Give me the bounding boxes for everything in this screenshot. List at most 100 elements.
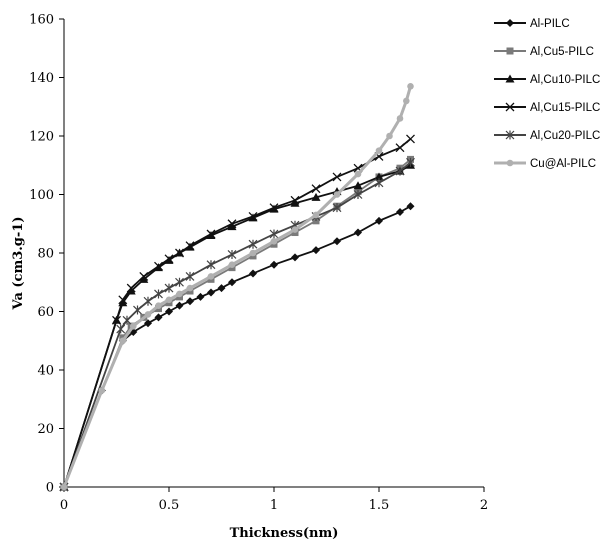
data-point-marker — [249, 249, 257, 257]
data-point-marker — [165, 296, 173, 304]
y-tick-label: 80 — [37, 247, 54, 262]
data-point-marker — [126, 283, 136, 293]
data-point-marker — [406, 202, 415, 211]
data-point-marker — [375, 147, 383, 154]
data-point-marker — [207, 288, 215, 297]
legend-item: Al,Cu15-PILC — [494, 102, 600, 114]
data-point-marker — [290, 198, 300, 207]
series-line — [62, 85, 412, 488]
data-point-marker — [185, 241, 195, 251]
data-point-marker — [143, 296, 153, 306]
legend-item: Al,Cu20-PILC — [494, 130, 600, 142]
data-point-marker — [122, 315, 132, 325]
data-point-marker — [353, 190, 363, 199]
data-point-marker — [395, 166, 405, 176]
data-point-marker — [175, 277, 184, 287]
series-al-pilc — [60, 202, 415, 491]
data-point-marker — [406, 134, 415, 144]
data-point-marker — [154, 261, 163, 271]
data-point-marker — [505, 130, 515, 140]
data-point-marker — [186, 284, 194, 292]
data-point-marker — [155, 302, 162, 309]
plot-axes: 0 20 40 60 80 100 120 140 160 0 0.5 1 1.5 2 — [29, 13, 488, 514]
x-tick-label: 0 — [60, 498, 68, 513]
data-point-marker — [196, 292, 205, 301]
data-point-marker — [333, 237, 341, 246]
y-axis-title: Va (cm3.g-1) — [11, 217, 26, 311]
data-point-marker — [119, 337, 127, 345]
x-tick-label: 1 — [270, 498, 278, 513]
data-point-marker — [60, 483, 68, 491]
y-tick-label: 160 — [29, 13, 54, 28]
data-point-marker — [311, 192, 321, 201]
data-point-marker — [403, 97, 410, 105]
data-point-marker — [407, 82, 414, 90]
data-point-marker — [207, 273, 215, 280]
data-point-marker — [227, 249, 237, 259]
data-point-marker — [396, 115, 404, 122]
series-line — [63, 164, 411, 488]
data-point-marker — [406, 157, 415, 167]
data-point-marker — [269, 229, 279, 239]
data-point-marker — [395, 143, 405, 153]
data-point-marker — [175, 248, 184, 258]
y-tick-label: 120 — [29, 130, 54, 145]
legend-label: Al-PILC — [530, 18, 570, 30]
legend-label: Al,Cu10-PILC — [530, 74, 600, 86]
data-point-marker — [217, 284, 226, 293]
data-point-marker — [312, 211, 320, 219]
y-tick-label: 0 — [46, 481, 54, 496]
data-point-marker — [248, 211, 258, 221]
data-point-marker — [333, 191, 341, 198]
data-point-marker — [506, 159, 514, 167]
data-point-marker — [506, 47, 514, 55]
data-point-marker — [374, 172, 384, 181]
series-cu-al-pilc — [60, 82, 414, 491]
series-al-cu10-pilc — [59, 160, 415, 491]
data-point-marker — [270, 238, 278, 245]
legend-item: Cu@Al-PILC — [494, 158, 596, 170]
data-point-marker — [311, 184, 321, 194]
data-point-marker — [312, 246, 320, 255]
data-point-marker — [206, 260, 216, 270]
data-point-marker — [332, 203, 342, 213]
legend-label: Cu@Al-PILC — [530, 158, 596, 170]
legend-label: Al,Cu15-PILC — [530, 102, 600, 114]
data-point-marker — [506, 19, 514, 27]
data-point-marker — [139, 271, 149, 281]
data-point-marker — [396, 208, 404, 217]
data-point-marker — [354, 228, 362, 237]
legend-label: Al,Cu20-PILC — [530, 130, 600, 142]
data-point-marker — [133, 305, 142, 315]
y-tick-label: 40 — [37, 364, 54, 379]
data-point-marker — [248, 239, 258, 249]
x-tick-label: 2 — [480, 498, 488, 513]
data-point-marker — [130, 322, 137, 330]
data-point-marker — [98, 387, 106, 394]
data-point-marker — [227, 222, 237, 231]
data-point-marker — [116, 324, 126, 334]
data-point-marker — [144, 311, 152, 318]
data-point-marker — [165, 307, 173, 316]
legend: Al-PILC Al,Cu5-PILC Al,Cu10-PILC Al,Cu15-PI… — [494, 18, 600, 170]
legend-item: Al,Cu5-PILC — [494, 46, 594, 58]
data-point-marker — [332, 172, 342, 182]
data-point-marker — [154, 313, 163, 322]
data-point-marker — [291, 226, 299, 233]
data-point-marker — [176, 290, 183, 298]
data-point-marker — [228, 278, 236, 287]
series-line — [63, 205, 411, 488]
data-point-marker — [144, 319, 152, 328]
data-point-marker — [227, 219, 237, 229]
x-axis-title: Thickness(nm) — [230, 526, 339, 541]
x-tick-label: 1.5 — [369, 498, 390, 513]
data-point-marker — [154, 289, 163, 299]
data-point-marker — [505, 102, 515, 112]
data-point-marker — [269, 203, 279, 213]
data-point-marker — [270, 260, 278, 269]
data-point-marker — [206, 229, 216, 239]
series-al-cu20-pilc — [59, 157, 415, 492]
series-al-cu15-pilc — [59, 134, 415, 492]
data-point-marker — [374, 178, 384, 188]
